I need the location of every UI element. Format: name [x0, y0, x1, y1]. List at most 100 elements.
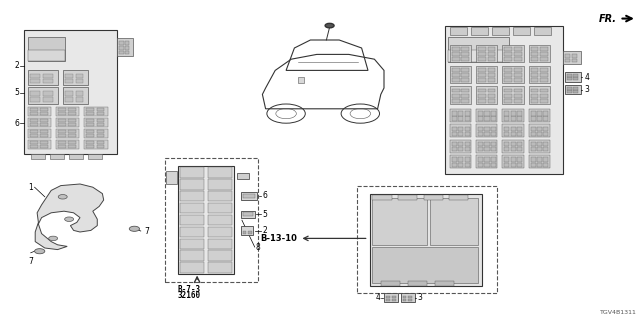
Bar — [484, 127, 490, 131]
Bar — [65, 91, 73, 96]
Bar — [540, 94, 548, 98]
Bar — [58, 123, 66, 126]
Bar — [504, 142, 509, 146]
Bar — [478, 99, 486, 103]
Bar — [478, 157, 483, 162]
Bar — [461, 47, 469, 51]
Bar — [491, 127, 496, 131]
Text: B-13-10: B-13-10 — [260, 234, 298, 243]
Bar — [502, 66, 524, 83]
Bar — [504, 57, 512, 61]
Bar — [543, 142, 548, 146]
Bar — [540, 68, 548, 72]
Bar — [448, 37, 509, 62]
Bar — [465, 147, 470, 151]
Bar — [478, 52, 486, 56]
Circle shape — [65, 217, 74, 221]
Bar — [573, 77, 578, 80]
Bar — [40, 145, 48, 148]
Bar — [461, 89, 469, 92]
Bar — [408, 281, 427, 286]
Bar — [543, 163, 548, 167]
Bar — [517, 142, 522, 146]
Bar — [452, 94, 460, 98]
Bar — [465, 142, 470, 146]
Bar — [531, 142, 536, 146]
Bar — [449, 195, 468, 200]
Bar — [504, 52, 512, 56]
Bar — [492, 27, 509, 35]
Bar — [430, 198, 478, 245]
Bar — [504, 157, 509, 162]
Bar — [531, 111, 536, 116]
Bar — [125, 41, 129, 45]
Bar — [452, 127, 457, 131]
Bar — [119, 51, 124, 54]
Bar — [529, 45, 550, 62]
Bar — [543, 116, 548, 121]
Bar — [543, 127, 548, 131]
Text: 5: 5 — [14, 88, 19, 97]
Bar — [445, 26, 563, 174]
Bar — [40, 130, 48, 133]
Bar — [165, 158, 258, 282]
Bar — [208, 227, 232, 237]
Bar — [514, 52, 522, 56]
Bar — [502, 109, 524, 122]
Bar — [573, 87, 578, 90]
Bar — [241, 192, 257, 200]
Bar — [450, 66, 471, 83]
Bar — [450, 45, 471, 62]
Bar — [298, 77, 304, 83]
Bar — [504, 99, 512, 103]
Text: TGV4B1311: TGV4B1311 — [600, 310, 637, 315]
Bar — [529, 86, 550, 104]
Bar — [68, 145, 76, 148]
Bar — [76, 97, 83, 102]
Bar — [65, 97, 73, 102]
Bar — [97, 112, 104, 115]
Bar — [514, 94, 522, 98]
Bar — [488, 47, 495, 51]
Bar — [97, 141, 104, 144]
Bar — [491, 157, 496, 162]
Bar — [43, 74, 53, 78]
Bar — [537, 157, 542, 162]
Bar — [40, 123, 48, 126]
Bar — [180, 179, 204, 189]
Bar — [531, 94, 538, 98]
Bar — [502, 124, 524, 137]
Bar — [458, 147, 463, 151]
Bar — [478, 94, 486, 98]
Bar — [30, 79, 40, 83]
Bar — [488, 52, 495, 56]
Bar — [450, 109, 471, 122]
Bar — [86, 119, 94, 122]
Text: 2: 2 — [15, 61, 19, 70]
Bar — [484, 157, 490, 162]
Bar — [529, 124, 550, 137]
Bar — [504, 147, 509, 151]
Bar — [30, 112, 38, 115]
Bar — [28, 107, 51, 116]
Bar — [540, 73, 548, 77]
Text: 3: 3 — [584, 85, 589, 94]
Bar — [488, 89, 495, 92]
Bar — [540, 89, 548, 92]
Bar — [243, 231, 246, 234]
Bar — [208, 179, 232, 189]
Bar — [372, 195, 392, 200]
Bar — [398, 195, 417, 200]
Bar — [208, 262, 232, 273]
Bar — [30, 108, 38, 111]
Bar — [180, 227, 204, 237]
Bar — [465, 116, 470, 121]
Bar — [565, 85, 581, 94]
Bar — [531, 78, 538, 82]
Bar — [28, 37, 65, 61]
Bar — [178, 166, 234, 274]
Bar — [86, 134, 94, 137]
Bar — [68, 119, 76, 122]
Bar — [56, 140, 79, 149]
Bar — [208, 191, 232, 202]
